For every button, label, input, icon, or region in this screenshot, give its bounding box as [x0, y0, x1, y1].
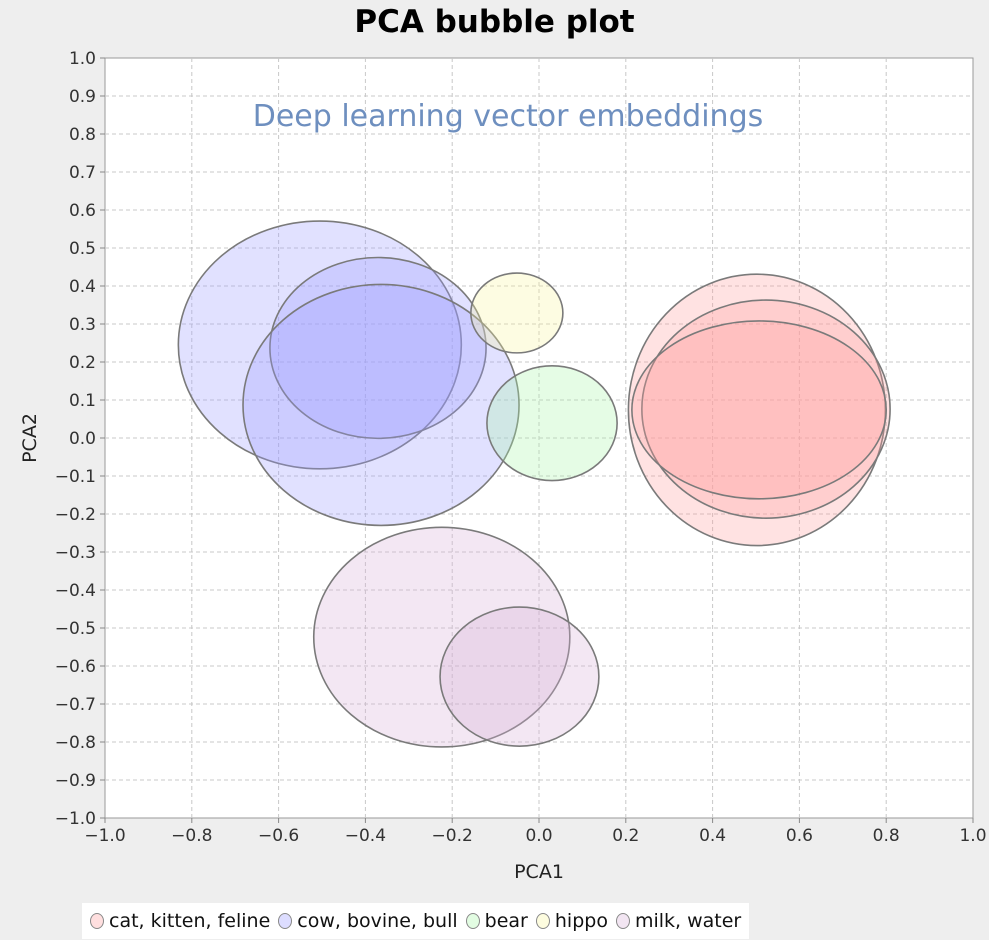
y-tick-label: 0.4	[69, 277, 96, 297]
x-tick-label: −0.2	[432, 826, 473, 846]
legend: cat, kitten, feline cow, bovine, bull bear…	[82, 903, 750, 939]
y-tick-label: 0.2	[69, 353, 96, 373]
legend-item: cow, bovine, bull	[278, 910, 458, 932]
legend-label: milk, water	[634, 910, 742, 932]
bubble-bear-0	[486, 364, 618, 482]
bubble-cat-1	[641, 299, 891, 519]
bubble-cow-0	[177, 220, 463, 470]
legend-label: bear	[484, 910, 528, 932]
bubble-cow-2	[242, 283, 520, 527]
y-tick-label: 0.6	[69, 201, 96, 221]
bubble-cat-2	[631, 320, 888, 500]
y-tick-label: 0.3	[69, 315, 96, 335]
y-tick-label: −0.3	[55, 543, 96, 563]
y-tick-label: 0.9	[69, 87, 96, 107]
chart-annotation: Deep learning vector embeddings	[253, 99, 764, 134]
x-tick-label: −1.0	[84, 826, 125, 846]
bubbles	[177, 220, 891, 748]
y-tick-label: −0.2	[55, 505, 96, 525]
x-tick-label: 1.0	[959, 826, 986, 846]
bubble-milk-0	[312, 526, 571, 748]
x-tick-label: 0.0	[525, 826, 552, 846]
x-tick-label: 0.2	[612, 826, 639, 846]
x-tick-label: 0.6	[786, 826, 813, 846]
legend-swatch-icon	[535, 913, 550, 929]
x-tick-label: 0.4	[699, 826, 726, 846]
bubble-chart: −1.0 −0.8 −0.6 −0.4 −0.2 0.0 0.2 0.4 0.6 0.8 1.0 1…	[19, 49, 987, 883]
x-axis-label: PCA1	[514, 861, 564, 883]
legend-swatch-icon	[465, 913, 480, 929]
legend-swatch-icon	[90, 913, 104, 929]
x-tick-label: −0.8	[171, 826, 212, 846]
y-tick-label: −0.4	[55, 581, 96, 601]
y-tick-label: 0.8	[69, 125, 96, 145]
legend-label: hippo	[554, 910, 608, 932]
legend-label: cow, bovine, bull	[297, 910, 458, 932]
x-tick-label: −0.4	[345, 826, 386, 846]
x-tick-label: 0.8	[873, 826, 900, 846]
y-tick-label: −0.5	[55, 619, 96, 639]
y-tick-label: 0.0	[69, 429, 96, 449]
y-axis-label: PCA2	[19, 413, 41, 463]
y-tick-label: 0.5	[69, 239, 96, 259]
y-tick-label: −0.6	[55, 657, 96, 677]
bubble-hippo-0	[470, 272, 564, 354]
bubble-milk-1	[439, 606, 600, 747]
y-tick-label: −1.0	[55, 809, 96, 829]
legend-item: bear	[465, 910, 528, 932]
legend-item: milk, water	[615, 910, 742, 932]
legend-item: hippo	[535, 910, 608, 932]
legend-swatch-icon	[278, 913, 293, 929]
bubble-cow-1	[269, 256, 487, 440]
bubble-cat-0	[627, 273, 887, 547]
x-tick-label: −0.6	[258, 826, 299, 846]
y-axis-ticks: 1.0 0.9 0.8 0.7 0.6 0.5 0.4 0.3 0.2 0.1 0.0 −0.1 −0.…	[55, 49, 105, 829]
grid	[105, 58, 973, 818]
y-tick-label: −0.9	[55, 771, 96, 791]
legend-item: cat, kitten, feline	[90, 910, 270, 932]
y-tick-label: −0.8	[55, 733, 96, 753]
legend-swatch-icon	[615, 913, 630, 929]
y-tick-label: 0.7	[69, 163, 96, 183]
y-tick-label: −0.7	[55, 695, 96, 715]
x-axis-ticks: −1.0 −0.8 −0.6 −0.4 −0.2 0.0 0.2 0.4 0.6 0.8 1.0	[84, 818, 987, 846]
chart-title: PCA bubble plot	[354, 4, 635, 40]
legend-label: cat, kitten, feline	[109, 910, 271, 932]
y-tick-label: 0.1	[69, 391, 96, 411]
y-tick-label: 1.0	[69, 49, 96, 69]
y-tick-label: −0.1	[55, 467, 96, 487]
